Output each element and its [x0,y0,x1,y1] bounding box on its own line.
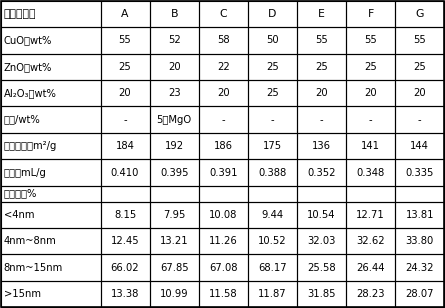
Text: 其它/wt%: 其它/wt% [4,115,40,125]
Text: 136: 136 [312,141,331,151]
Text: 184: 184 [116,141,134,151]
Text: 11.87: 11.87 [258,289,287,299]
Text: 55: 55 [364,35,377,45]
Text: 0.410: 0.410 [111,168,139,177]
Text: 13.21: 13.21 [160,236,189,246]
Text: 比表面积，m²/g: 比表面积，m²/g [4,141,57,151]
Text: Al₂O₃，wt%: Al₂O₃，wt% [4,88,57,98]
Text: 4nm~8nm: 4nm~8nm [4,236,57,246]
Text: 20: 20 [119,88,131,98]
Text: 0.391: 0.391 [209,168,238,177]
Text: A: A [121,9,129,19]
Text: 12.45: 12.45 [111,236,139,246]
Text: 20: 20 [315,88,328,98]
Text: D: D [268,9,277,19]
Text: 52: 52 [168,35,181,45]
Text: -: - [271,115,274,125]
Text: 22: 22 [217,62,230,72]
Text: F: F [368,9,374,19]
Text: 20: 20 [364,88,377,98]
Text: B: B [170,9,178,19]
Text: 67.85: 67.85 [160,263,189,273]
Text: ZnO，wt%: ZnO，wt% [4,62,52,72]
Text: 31.85: 31.85 [307,289,336,299]
Text: 25: 25 [266,62,279,72]
Text: 10.52: 10.52 [258,236,287,246]
Text: 25: 25 [315,62,328,72]
Text: 13.38: 13.38 [111,289,139,299]
Text: 0.388: 0.388 [258,168,287,177]
Text: 10.54: 10.54 [307,210,336,220]
Text: 13.81: 13.81 [405,210,434,220]
Text: CuO，wt%: CuO，wt% [4,35,52,45]
Text: 8.15: 8.15 [114,210,136,220]
Text: 26.44: 26.44 [356,263,385,273]
Text: 20: 20 [217,88,230,98]
Text: E: E [318,9,325,19]
Text: 11.26: 11.26 [209,236,238,246]
Text: 25: 25 [119,62,131,72]
Text: 32.03: 32.03 [307,236,336,246]
Text: 10.99: 10.99 [160,289,189,299]
Text: C: C [219,9,227,19]
Text: 11.58: 11.58 [209,289,238,299]
Text: 20: 20 [168,62,181,72]
Text: -: - [320,115,324,125]
Text: 28.07: 28.07 [405,289,434,299]
Text: 25.58: 25.58 [307,263,336,273]
Text: 50: 50 [266,35,279,45]
Text: 58: 58 [217,35,230,45]
Text: 20: 20 [413,88,426,98]
Text: 7.95: 7.95 [163,210,186,220]
Text: >15nm: >15nm [4,289,41,299]
Text: 33.80: 33.80 [405,236,434,246]
Text: 12.71: 12.71 [356,210,385,220]
Text: 55: 55 [315,35,328,45]
Text: 0.395: 0.395 [160,168,188,177]
Text: 186: 186 [214,141,233,151]
Text: 144: 144 [410,141,429,151]
Text: 孔容，mL/g: 孔容，mL/g [4,168,47,177]
Text: <4nm: <4nm [4,210,34,220]
Text: 192: 192 [165,141,184,151]
Text: 68.17: 68.17 [258,263,287,273]
Text: 55: 55 [119,35,131,45]
Text: -: - [123,115,127,125]
Text: 0.352: 0.352 [307,168,336,177]
Text: -: - [369,115,372,125]
Text: 10.08: 10.08 [209,210,238,220]
Text: 28.23: 28.23 [356,289,385,299]
Text: 8nm~15nm: 8nm~15nm [4,263,63,273]
Text: 25: 25 [413,62,426,72]
Text: 5，MgO: 5，MgO [157,115,192,125]
Text: 23: 23 [168,88,181,98]
Text: 66.02: 66.02 [111,263,139,273]
Text: 催化剂编号: 催化剂编号 [4,9,36,19]
Text: 25: 25 [364,62,377,72]
Text: 0.335: 0.335 [405,168,434,177]
Text: G: G [416,9,424,19]
Text: 67.08: 67.08 [209,263,238,273]
Text: 0.348: 0.348 [356,168,385,177]
Text: 孔分布，%: 孔分布，% [4,188,37,199]
Text: 141: 141 [361,141,380,151]
Text: 25: 25 [266,88,279,98]
Text: 9.44: 9.44 [261,210,283,220]
Text: 175: 175 [263,141,282,151]
Text: -: - [418,115,421,125]
Text: 55: 55 [413,35,426,45]
Text: -: - [222,115,225,125]
Text: 24.32: 24.32 [405,263,434,273]
Text: 32.62: 32.62 [356,236,385,246]
